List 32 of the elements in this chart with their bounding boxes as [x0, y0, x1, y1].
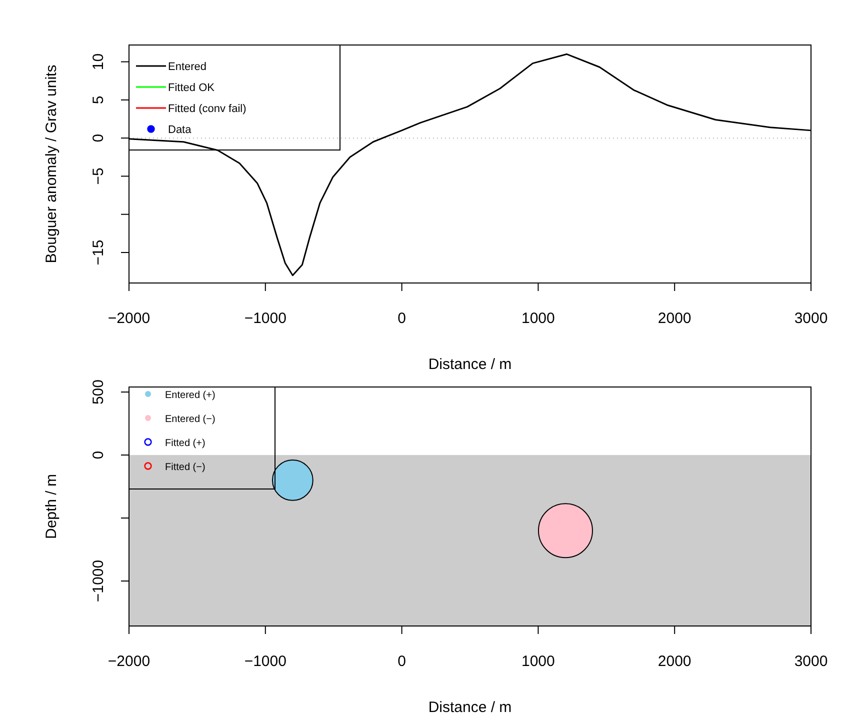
- x-axis-title: Distance / m: [428, 699, 512, 716]
- x-tick-label: 1000: [522, 310, 555, 327]
- y-axis-title: Depth / m: [43, 474, 60, 540]
- legend-label: Fitted OK: [168, 82, 216, 94]
- legend-label: Entered (+): [165, 390, 216, 401]
- legend-label: Fitted (conv fail): [168, 103, 246, 115]
- x-tick-label: 2000: [658, 310, 692, 327]
- legend-label: Fitted (−): [165, 462, 206, 473]
- x-axis-title: Distance / m: [428, 356, 512, 373]
- x-tick-label: 3000: [794, 310, 828, 327]
- x-tick-label: −1000: [244, 310, 286, 327]
- legend-label: Fitted (+): [165, 438, 206, 449]
- y-tick-label: −1000: [90, 560, 107, 602]
- x-tick-label: 2000: [658, 653, 692, 670]
- x-tick-label: −1000: [244, 653, 286, 670]
- y-tick-label: 0: [90, 134, 107, 142]
- legend-label: Entered: [168, 61, 207, 73]
- x-tick-label: −2000: [108, 653, 150, 670]
- y-tick-label: 500: [90, 380, 107, 405]
- y-tick-label: 10: [90, 53, 107, 70]
- legend-label: Entered (−): [165, 414, 216, 425]
- legend-label: Data: [168, 124, 192, 136]
- y-tick-label: −5: [90, 168, 107, 185]
- y-axis-title: Bouguer anomaly / Grav units: [43, 64, 60, 264]
- x-tick-label: 0: [398, 653, 406, 670]
- y-tick-label: −15: [90, 240, 107, 266]
- x-tick-label: −2000: [108, 310, 150, 327]
- y-tick-label: 5: [90, 96, 107, 104]
- x-tick-label: 3000: [794, 653, 828, 670]
- x-tick-label: 0: [398, 310, 406, 327]
- y-tick-label: 0: [90, 450, 107, 460]
- x-tick-label: 1000: [522, 653, 555, 670]
